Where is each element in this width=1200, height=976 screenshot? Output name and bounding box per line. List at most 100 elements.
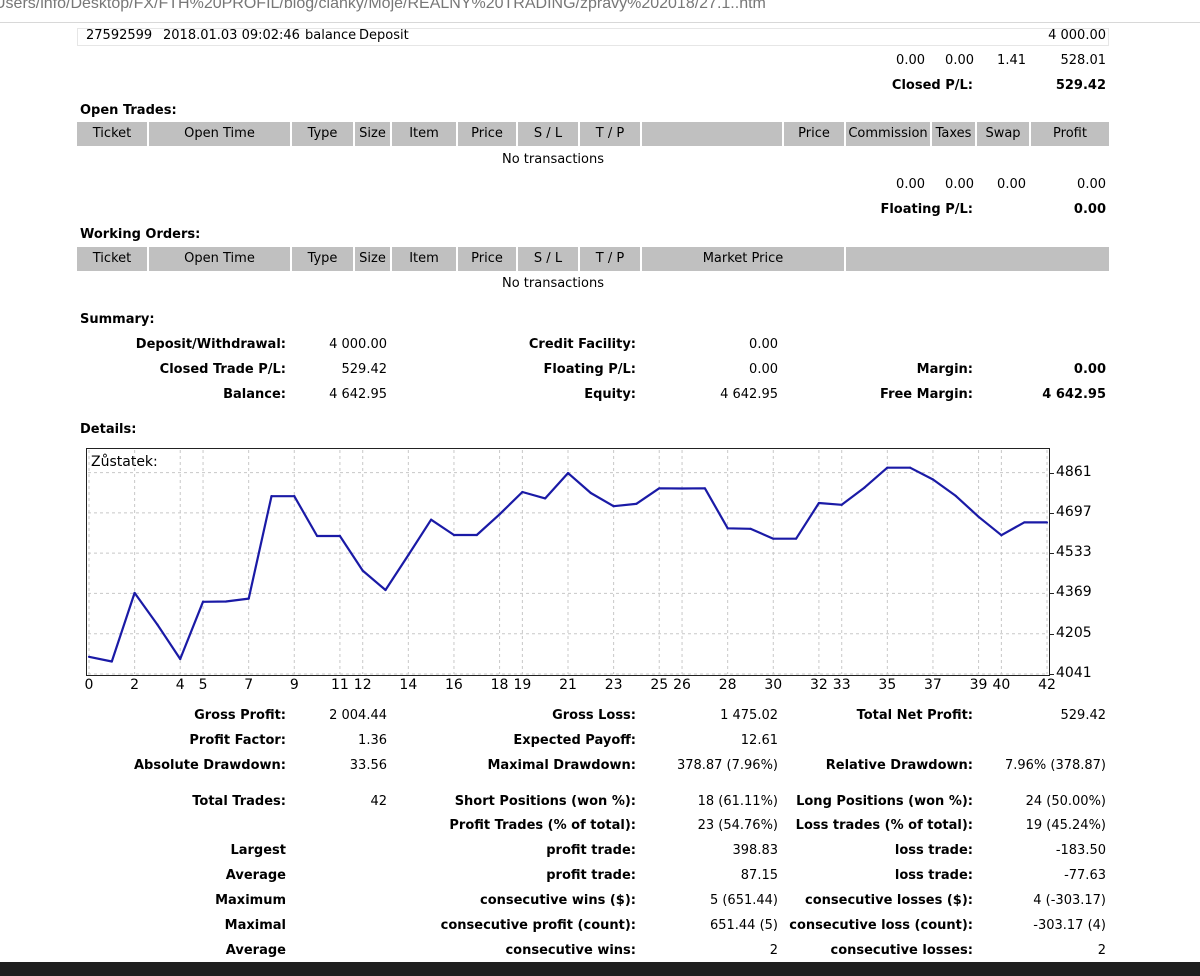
wo-col-tp: T / P xyxy=(580,247,642,271)
chart-title: Zůstatek: xyxy=(91,454,158,470)
working-orders-empty: No transactions xyxy=(501,276,605,291)
total-trades-value: 42 xyxy=(370,794,387,809)
largest-profit-value: 398.83 xyxy=(732,843,779,858)
absolute-drawdown-label: Absolute Drawdown: xyxy=(134,758,286,773)
x-tick-label: 5 xyxy=(198,677,208,693)
x-tick-label: 12 xyxy=(353,677,372,693)
expected-payoff-value: 12.61 xyxy=(740,733,778,748)
profit-factor-label: Profit Factor: xyxy=(189,733,286,748)
y-tick-label: 4041 xyxy=(1056,665,1092,681)
balance-point xyxy=(749,527,752,530)
open-commission: 0.00 xyxy=(896,177,925,192)
open-trades-header: Ticket Open Time Type Size Item Price S … xyxy=(77,122,1109,146)
open-swap: 0.00 xyxy=(997,177,1026,192)
x-tick-label: 42 xyxy=(1038,677,1056,693)
balance-point xyxy=(407,554,410,557)
maximal-drawdown-label: Maximal Drawdown: xyxy=(487,758,636,773)
x-tick-label: 4 xyxy=(175,677,185,693)
details-title: Details: xyxy=(80,422,137,437)
balance-point xyxy=(589,491,592,495)
expected-payoff-label: Expected Payoff: xyxy=(513,733,636,748)
deposit-item: Deposit xyxy=(359,28,409,43)
long-positions-value: 24 (50.00%) xyxy=(1025,794,1106,809)
balance-point xyxy=(566,471,570,475)
balance-label: Balance: xyxy=(223,387,286,402)
x-tick-label: 2 xyxy=(130,677,140,693)
x-tick-label: 23 xyxy=(604,677,623,693)
maximal-label: Maximal xyxy=(224,918,286,933)
maximal-drawdown-value: 378.87 (7.96%) xyxy=(676,758,778,773)
wo-col-spacer xyxy=(846,247,1109,271)
closed-trade-pl-value: 529.42 xyxy=(341,362,388,377)
equity-label: Equity: xyxy=(584,387,636,402)
col-item: Item xyxy=(392,122,458,146)
x-tick-label: 30 xyxy=(764,677,783,693)
x-tick-label: 37 xyxy=(924,677,942,693)
balance-point xyxy=(863,486,866,489)
col-size: Size xyxy=(355,122,392,146)
average-consecutive-losses-label: consecutive losses: xyxy=(830,943,973,958)
x-tick-label: 40 xyxy=(992,677,1011,693)
balance-point xyxy=(361,569,364,572)
x-tick-label: 28 xyxy=(718,677,737,693)
address-bar[interactable]: Users/info/Desktop/FX/FTH%20PROFIL/blog/… xyxy=(0,0,1200,23)
y-tick-mark xyxy=(1050,512,1054,514)
col-profit: Profit xyxy=(1053,126,1087,141)
x-tick-label: 26 xyxy=(673,677,691,693)
total-net-profit-value: 529.42 xyxy=(1060,708,1107,723)
average-loss-label: loss trade: xyxy=(894,868,973,883)
floating-pl-label: Floating P/L: xyxy=(880,202,973,217)
total-net-profit-label: Total Net Profit: xyxy=(856,708,973,723)
largest-profit-label: profit trade: xyxy=(546,843,636,858)
y-tick-label: 4533 xyxy=(1056,544,1092,561)
balance-point xyxy=(772,537,775,540)
wo-col-size: Size xyxy=(355,247,392,271)
x-tick-label: 25 xyxy=(650,677,669,693)
balance-point xyxy=(179,657,182,661)
closed-profit: 528.01 xyxy=(1060,53,1107,68)
col-commission: Commission xyxy=(846,122,932,146)
balance-point xyxy=(1000,534,1003,537)
x-tick-label: 39 xyxy=(969,677,988,693)
balance-point xyxy=(133,591,136,595)
x-tick-label: 11 xyxy=(330,677,349,693)
average-consecutive-label: Average xyxy=(225,943,286,958)
largest-label: Largest xyxy=(230,843,286,858)
summary-floating-pl-value: 0.00 xyxy=(749,362,778,377)
taskbar xyxy=(0,962,1200,976)
profit-trades-label: Profit Trades (% of total): xyxy=(449,818,636,833)
absolute-drawdown-value: 33.56 xyxy=(349,758,387,773)
largest-loss-label: loss trade: xyxy=(894,843,973,858)
max-consecutive-losses-label: consecutive losses ($): xyxy=(805,893,973,908)
balance-point xyxy=(247,597,250,600)
gross-loss-value: 1 475.02 xyxy=(720,708,778,723)
balance-point xyxy=(1045,521,1049,524)
balance-chart: Zůstatek: xyxy=(86,448,1050,676)
y-tick-mark xyxy=(1050,593,1054,595)
summary-floating-pl-label: Floating P/L: xyxy=(543,362,636,377)
balance-point xyxy=(1023,521,1026,524)
average-consecutive-wins-value: 2 xyxy=(769,943,778,958)
balance-point xyxy=(452,533,456,537)
x-tick-label: 21 xyxy=(559,677,577,693)
margin-label: Margin: xyxy=(916,362,973,377)
free-margin-value: 4 642.95 xyxy=(1042,387,1106,402)
profit-factor-value: 1.36 xyxy=(358,733,387,748)
x-tick-label: 35 xyxy=(878,677,897,693)
balance-point xyxy=(817,501,821,505)
balance-point xyxy=(840,503,843,506)
balance-point xyxy=(521,490,524,494)
average-consecutive-losses-value: 2 xyxy=(1097,943,1106,958)
col-ticket: Ticket xyxy=(77,122,149,146)
max-consecutive-wins-value: 5 (651.44) xyxy=(709,893,778,908)
wo-col-sl: S / L xyxy=(518,247,580,271)
balance-point xyxy=(909,466,912,469)
closed-pl-label: Closed P/L: xyxy=(891,78,973,93)
balance-point xyxy=(794,537,798,540)
x-tick-label: 14 xyxy=(399,677,418,693)
balance-point xyxy=(680,487,684,490)
col-type: Type xyxy=(292,122,355,146)
wo-col-item: Item xyxy=(392,247,458,271)
balance-point xyxy=(954,494,957,498)
balance-point xyxy=(612,505,615,508)
